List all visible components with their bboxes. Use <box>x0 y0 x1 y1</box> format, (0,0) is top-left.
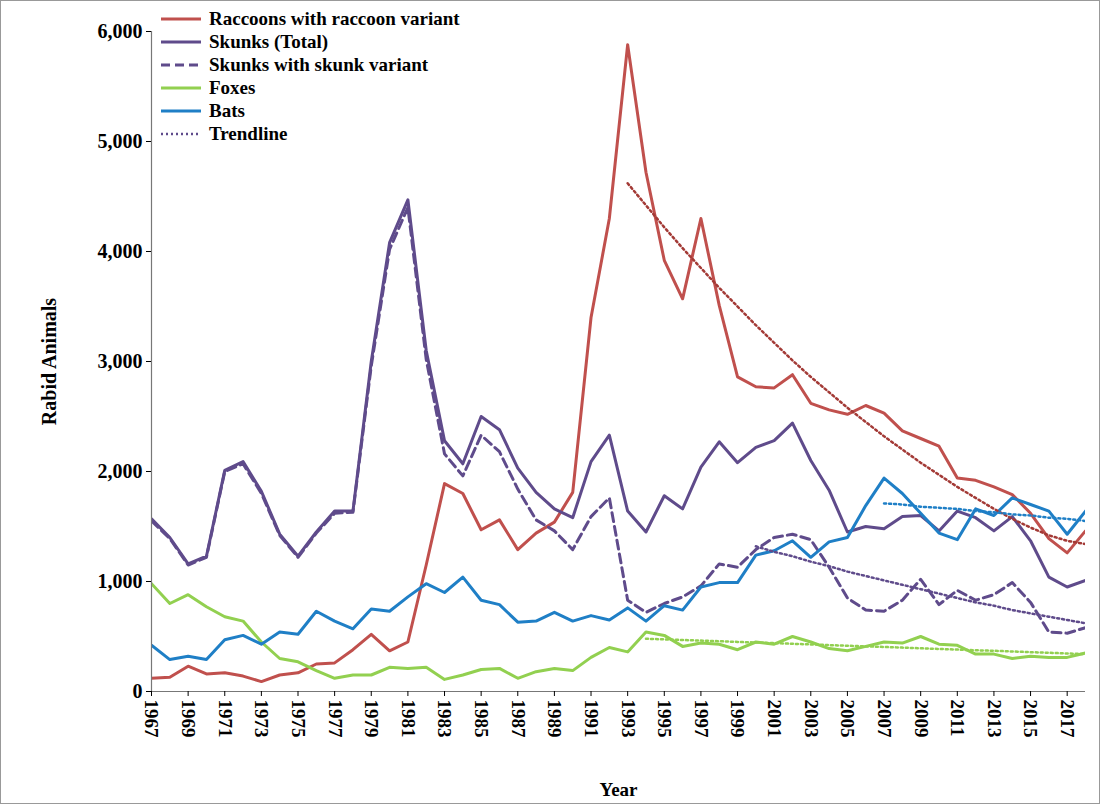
svg-text:2007: 2007 <box>874 700 895 739</box>
svg-text:2009: 2009 <box>911 700 932 738</box>
html-text:Bats: Bats <box>209 99 245 121</box>
html-text:Skunks with skunk variant: Skunks with skunk variant <box>209 53 429 75</box>
svg-text:1973: 1973 <box>251 700 272 738</box>
svg-text:1975: 1975 <box>288 700 309 738</box>
svg-text:1969: 1969 <box>178 700 199 738</box>
svg-text:2005: 2005 <box>837 700 858 738</box>
svg-text:1971: 1971 <box>215 700 236 738</box>
svg-text:1977: 1977 <box>325 700 346 739</box>
svg-text:1995: 1995 <box>654 700 675 738</box>
html-text:Raccoons with raccoon variant: Raccoons with raccoon variant <box>209 7 460 29</box>
html-text:Trendline: Trendline <box>209 122 288 144</box>
svg-text:1983: 1983 <box>434 700 455 738</box>
svg-text:1967: 1967 <box>141 700 162 739</box>
svg-text:Rabid Animals: Rabid Animals <box>38 298 60 425</box>
html-text:Skunks (Total): Skunks (Total) <box>209 30 329 52</box>
svg-text:1993: 1993 <box>618 700 639 738</box>
svg-text:4,000: 4,000 <box>98 240 143 262</box>
svg-text:6,000: 6,000 <box>98 20 143 42</box>
svg-text:1979: 1979 <box>361 700 382 738</box>
svg-text:1987: 1987 <box>508 700 529 739</box>
svg-text:2013: 2013 <box>984 700 1005 738</box>
svg-text:1,000: 1,000 <box>98 570 143 592</box>
svg-text:5,000: 5,000 <box>98 130 143 152</box>
svg-text:1989: 1989 <box>544 700 565 738</box>
svg-text:2001: 2001 <box>764 700 785 738</box>
svg-text:1997: 1997 <box>691 700 712 739</box>
svg-text:1991: 1991 <box>581 700 602 738</box>
html-text:Foxes: Foxes <box>209 76 256 98</box>
svg-text:Year: Year <box>600 779 639 800</box>
svg-text:3,000: 3,000 <box>98 350 143 372</box>
svg-text:0: 0 <box>133 680 143 702</box>
svg-text:1999: 1999 <box>727 700 748 738</box>
svg-text:2017: 2017 <box>1057 700 1078 739</box>
svg-text:2,000: 2,000 <box>98 460 143 482</box>
svg-text:2015: 2015 <box>1020 700 1041 738</box>
svg-text:2003: 2003 <box>801 700 822 738</box>
svg-text:1981: 1981 <box>398 700 419 738</box>
svg-text:2011: 2011 <box>947 700 968 737</box>
svg-text:1985: 1985 <box>471 700 492 738</box>
